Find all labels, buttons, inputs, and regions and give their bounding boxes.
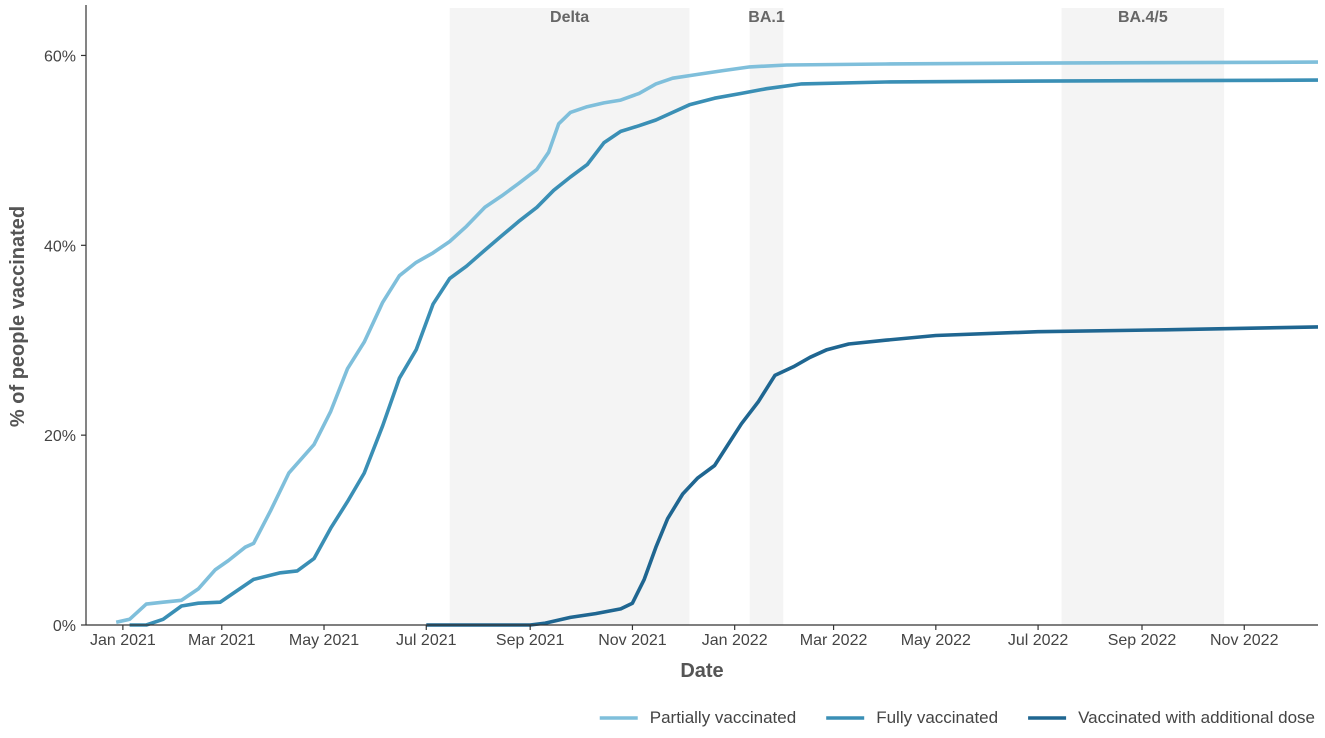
y-axis-title: % of people vaccinated <box>7 206 29 427</box>
x-tick-label: Mar 2022 <box>800 632 868 649</box>
legend-label: Fully vaccinated <box>876 708 998 727</box>
variant-bands: Delta BA.1 BA.4/5 <box>449 8 1225 625</box>
x-axis-title: Date <box>680 660 723 682</box>
band-label: Delta <box>550 9 589 26</box>
y-tick-label: 40% <box>44 238 76 255</box>
axes <box>85 5 1318 626</box>
series-lines <box>115 60 1319 627</box>
legend-label: Partially vaccinated <box>650 708 796 727</box>
series-line-1 <box>129 78 1319 627</box>
x-tick-label: May 2021 <box>289 632 359 649</box>
y-axis-ticks: 0% 20% 40% 60% <box>44 48 86 635</box>
x-tick-label: Jan 2021 <box>90 632 156 649</box>
legend-label: Vaccinated with additional dose <box>1078 708 1315 727</box>
y-tick-label: 20% <box>44 428 76 445</box>
band-1 <box>749 8 784 625</box>
x-tick-label: Sep 2022 <box>1108 632 1177 649</box>
series-line-2 <box>426 325 1319 627</box>
x-tick-label: Jul 2022 <box>1008 632 1069 649</box>
band-label: BA.1 <box>748 9 785 26</box>
y-tick-label: 0% <box>53 618 76 635</box>
series-line-0 <box>115 60 1319 624</box>
y-tick-label: 60% <box>44 48 76 65</box>
x-tick-label: Nov 2022 <box>1210 632 1279 649</box>
x-tick-label: Sep 2021 <box>496 632 565 649</box>
x-tick-label: May 2022 <box>901 632 971 649</box>
x-axis-ticks: Jan 2021 Mar 2021 May 2021 Jul 2021 Sep 2021… <box>90 625 1279 649</box>
band-2 <box>1061 8 1225 625</box>
x-tick-label: Jul 2021 <box>396 632 457 649</box>
band-0 <box>449 8 690 625</box>
x-tick-label: Mar 2021 <box>188 632 256 649</box>
band-label: BA.4/5 <box>1118 9 1168 26</box>
x-tick-label: Nov 2021 <box>598 632 667 649</box>
x-tick-label: Jan 2022 <box>702 632 768 649</box>
legend: Partially vaccinated Fully vaccinated Vacc… <box>599 708 1315 727</box>
